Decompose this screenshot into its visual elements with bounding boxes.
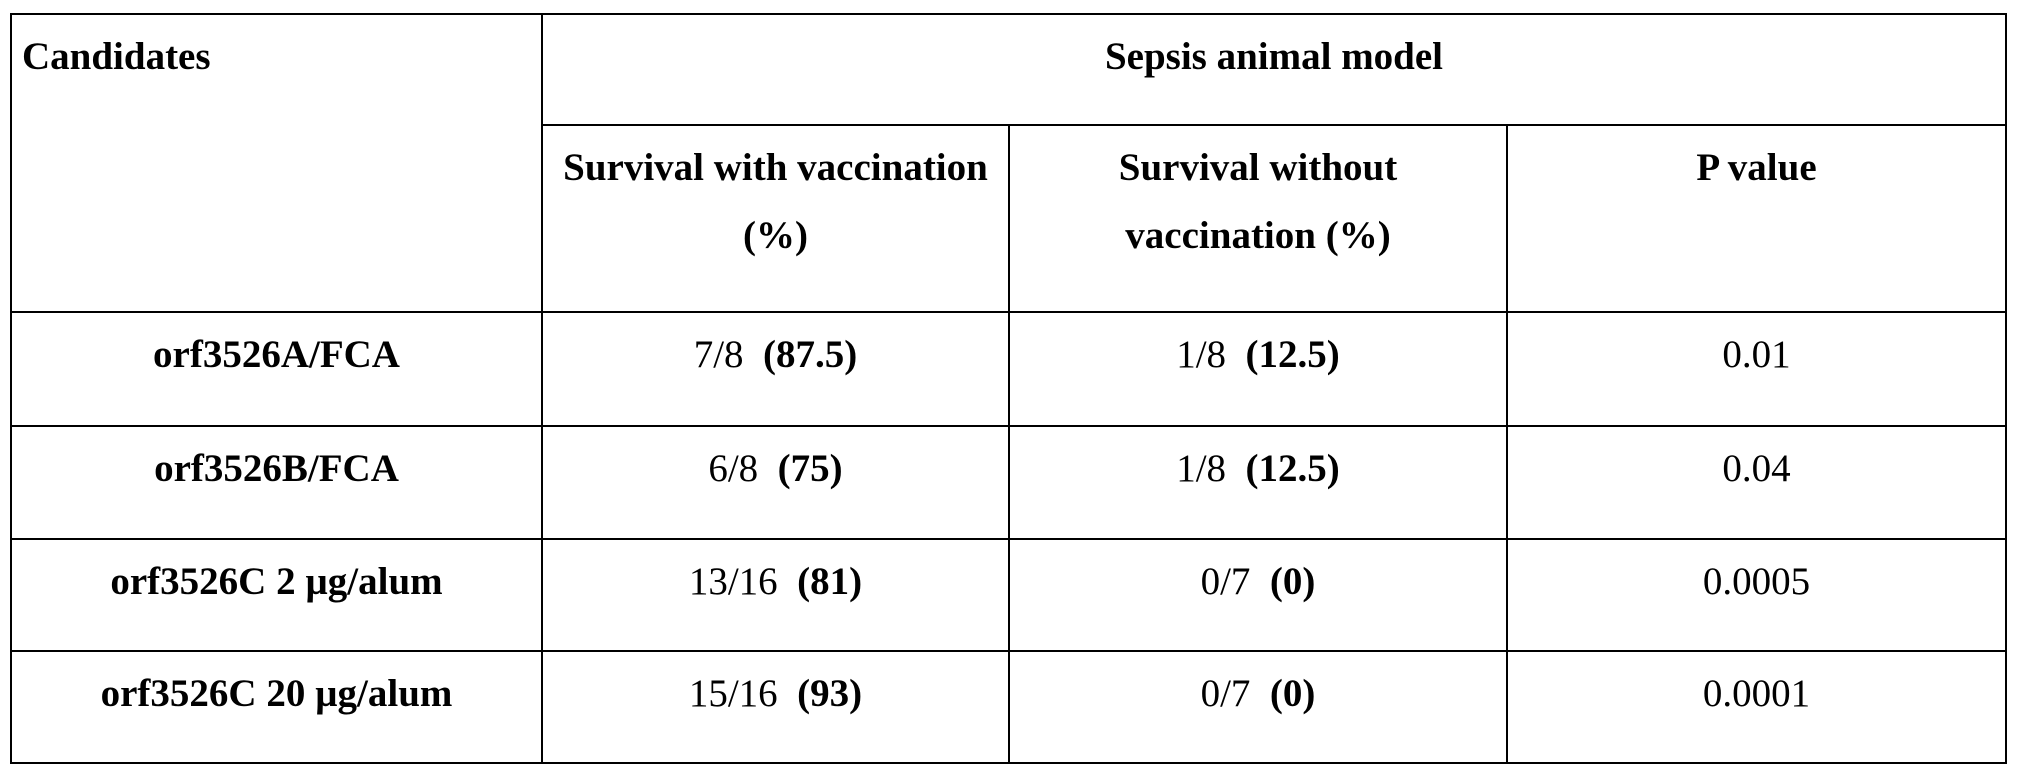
candidate-cell: orf3526C 2 µg/alum (11, 539, 542, 651)
survival-cell: 0/7 (0) (1009, 651, 1507, 763)
candidate: orf3526A/FCA (153, 333, 400, 376)
percent: (12.5) (1246, 333, 1340, 376)
header-cell: Candidates (11, 14, 542, 312)
p-value: 0.0005 (1703, 560, 1810, 603)
percent: (75) (778, 447, 843, 490)
percent: (0) (1270, 672, 1315, 715)
header-text: P value (1696, 146, 1816, 189)
fraction: 13/16 (689, 560, 778, 603)
p-value: 0.0001 (1703, 672, 1810, 715)
table-row: orf3526C 20 µg/alum15/16 (93)0/7 (0)0.00… (11, 651, 2006, 763)
results-table: Candidates Sepsis animal model Survival … (10, 13, 2007, 764)
fraction: 1/8 (1176, 333, 1226, 376)
header-text: Survival with vaccination (%) (563, 146, 988, 257)
fraction: 0/7 (1201, 672, 1251, 715)
survival-cell: 0/7 (0) (1009, 539, 1507, 651)
candidate: orf3526C 20 µg/alum (101, 672, 453, 715)
header-cell: Survival with vaccination (%) (542, 125, 1009, 312)
table-row: orf3526C 2 µg/alum13/16 (81)0/7 (0)0.000… (11, 539, 2006, 651)
table-row: orf3526B/FCA6/8 (75)1/8 (12.5)0.04 (11, 426, 2006, 539)
p-value: 0.04 (1722, 447, 1790, 490)
p-value-cell: 0.0005 (1507, 539, 2006, 651)
p-value-cell: 0.01 (1507, 312, 2006, 426)
percent: (87.5) (763, 333, 857, 376)
survival-cell: 6/8 (75) (542, 426, 1009, 539)
candidate-cell: orf3526C 20 µg/alum (11, 651, 542, 763)
candidate-cell: orf3526A/FCA (11, 312, 542, 426)
percent: (93) (797, 672, 862, 715)
p-value-cell: 0.04 (1507, 426, 2006, 539)
survival-cell: 1/8 (12.5) (1009, 426, 1507, 539)
survival-cell: 13/16 (81) (542, 539, 1009, 651)
header-text: Candidates (22, 35, 211, 78)
percent: (0) (1270, 560, 1315, 603)
fraction: 0/7 (1201, 560, 1251, 603)
p-value-cell: 0.0001 (1507, 651, 2006, 763)
header-text: Sepsis animal model (1105, 35, 1443, 78)
fraction: 15/16 (689, 672, 778, 715)
fraction: 7/8 (694, 333, 744, 376)
survival-cell: 7/8 (87.5) (542, 312, 1009, 426)
candidate: orf3526C 2 µg/alum (110, 560, 442, 603)
fraction: 1/8 (1176, 447, 1226, 490)
header-cell: P value (1507, 125, 2006, 312)
fraction: 6/8 (708, 447, 758, 490)
p-value: 0.01 (1722, 333, 1790, 376)
candidate-cell: orf3526B/FCA (11, 426, 542, 539)
survival-cell: 1/8 (12.5) (1009, 312, 1507, 426)
header-cell: Sepsis animal model (542, 14, 2006, 125)
percent: (81) (797, 560, 862, 603)
table-row: orf3526A/FCA7/8 (87.5)1/8 (12.5)0.01 (11, 312, 2006, 426)
survival-cell: 15/16 (93) (542, 651, 1009, 763)
header-text: Survival without vaccination (%) (1119, 146, 1397, 257)
candidate: orf3526B/FCA (154, 447, 399, 490)
percent: (12.5) (1246, 447, 1340, 490)
header-cell: Survival without vaccination (%) (1009, 125, 1507, 312)
